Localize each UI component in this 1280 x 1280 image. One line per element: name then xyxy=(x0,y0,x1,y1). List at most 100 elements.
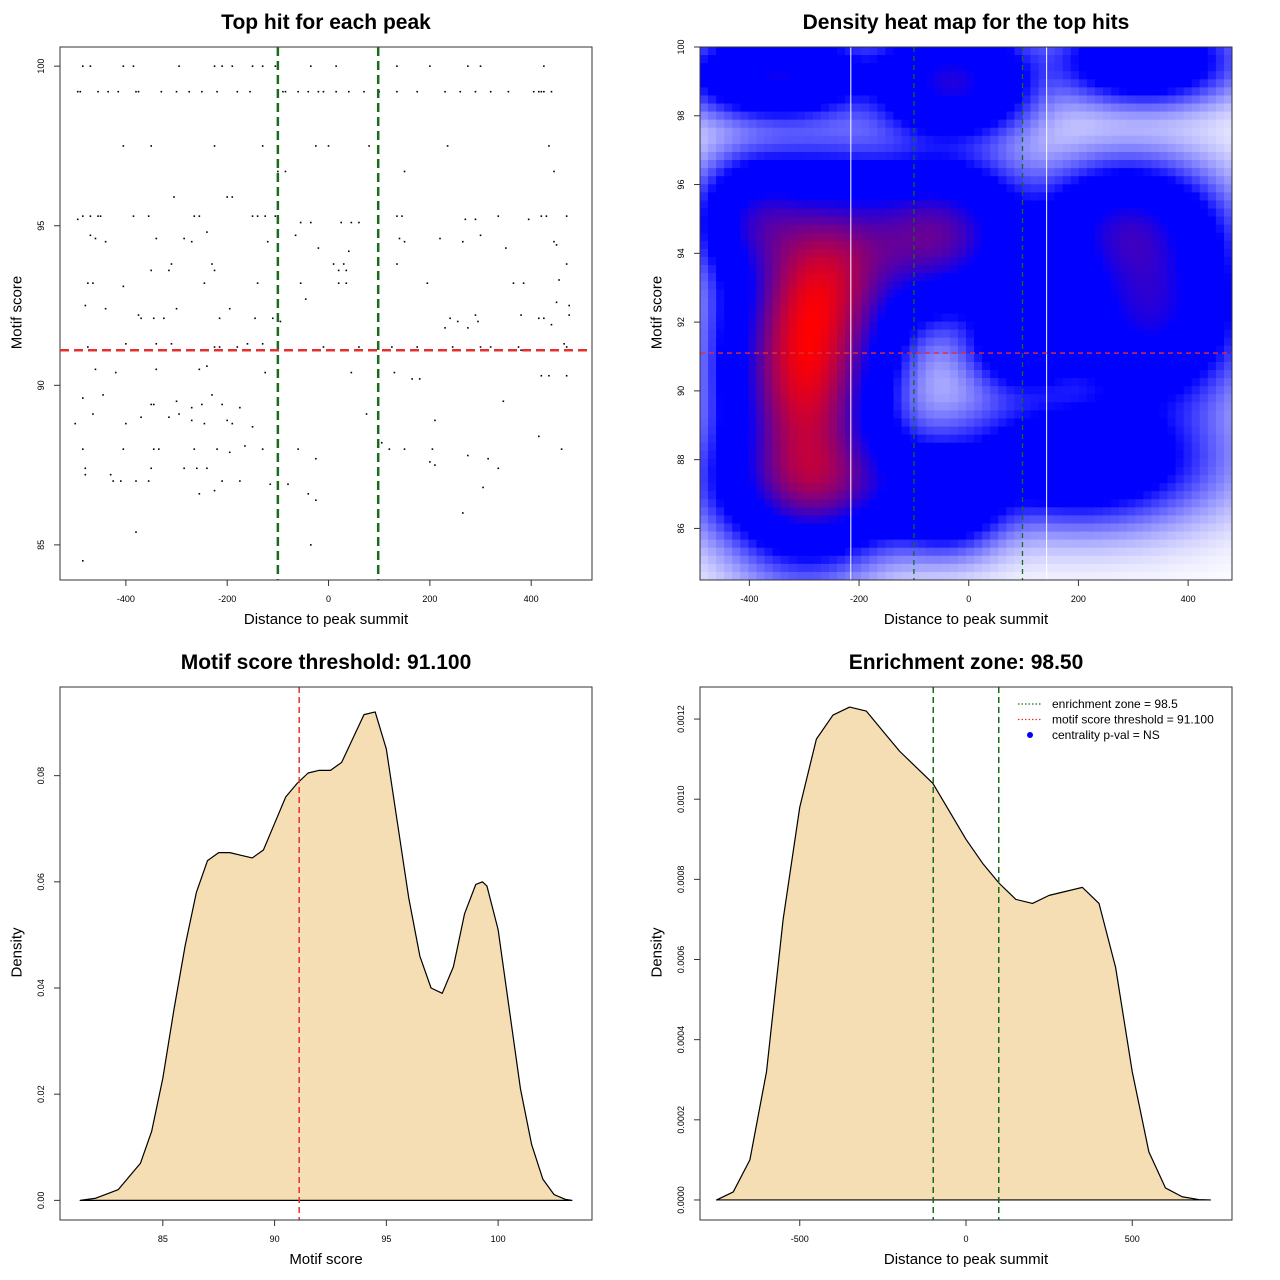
heatmap-cell xyxy=(780,184,790,193)
heatmap-cell xyxy=(998,256,1007,266)
heatmap-cell xyxy=(708,103,717,113)
heatmap-cell xyxy=(1199,515,1209,525)
heatmap-cell xyxy=(885,111,895,121)
heatmap-cell xyxy=(700,111,709,121)
heatmap-cell xyxy=(941,111,951,121)
heatmap-cell xyxy=(966,450,975,460)
heatmap-cell xyxy=(716,491,725,500)
heatmap-cell xyxy=(828,216,838,226)
heatmap-cell xyxy=(885,491,895,500)
heatmap-cell xyxy=(1183,232,1193,242)
heatmap-cell xyxy=(845,531,854,541)
heatmap-cell xyxy=(764,273,774,282)
heatmap-cell xyxy=(1014,491,1024,500)
heatmap-cell xyxy=(1191,345,1201,355)
heatmap-cell xyxy=(1143,563,1152,573)
heatmap-cell xyxy=(1127,402,1136,412)
heatmap-cell xyxy=(885,208,895,218)
heatmap-cell xyxy=(933,555,943,565)
heatmap-cell xyxy=(748,313,758,323)
heatmap-cell xyxy=(1086,289,1096,298)
heatmap-cell xyxy=(724,386,733,395)
heatmap-cell xyxy=(957,539,967,549)
heatmap-cell xyxy=(869,507,878,516)
heatmap-cell xyxy=(1078,63,1088,72)
scatter-point xyxy=(563,343,565,345)
heatmap-cell xyxy=(925,151,935,161)
heatmap-cell xyxy=(796,135,806,145)
heatmap-cell xyxy=(1143,571,1152,580)
heatmap-cell xyxy=(1199,507,1209,516)
heatmap-cell xyxy=(861,483,870,492)
heatmap-cell xyxy=(1127,353,1136,363)
heatmap-cell xyxy=(909,248,919,258)
heatmap-cell xyxy=(893,539,903,549)
scatter-xtick-label: 200 xyxy=(422,594,437,604)
heatmap-cell xyxy=(700,337,709,347)
heatmap-cell xyxy=(1078,103,1088,113)
heatmap-cell xyxy=(1183,176,1193,185)
scatter-point xyxy=(545,215,548,217)
heatmap-cell xyxy=(1070,79,1080,88)
heatmap-cell xyxy=(941,337,951,347)
heatmap-cell xyxy=(861,55,870,64)
heatmap-cell xyxy=(1143,450,1152,460)
heatmap-cell xyxy=(740,55,749,64)
heatmap-cell xyxy=(1006,378,1015,387)
heatmap-cell xyxy=(1078,563,1088,573)
scatter-point xyxy=(122,145,125,147)
heatmap-cell xyxy=(998,329,1007,339)
heatmap-cell xyxy=(724,507,733,516)
heatmap-cell xyxy=(1111,361,1120,371)
heatmap-cell xyxy=(756,95,766,105)
heatmap-cell xyxy=(780,265,790,274)
heatmap-cell xyxy=(837,103,846,113)
heatmap-cell xyxy=(724,151,733,161)
heatmap-cell xyxy=(716,539,725,549)
heatmap-cell xyxy=(877,313,886,323)
heatmap-cell xyxy=(1167,168,1177,177)
heatmap-cell xyxy=(925,192,935,202)
heatmap-cell xyxy=(1215,491,1225,500)
heatmap-cell xyxy=(796,248,806,258)
heatmap-cell xyxy=(1070,370,1080,379)
heatmap-cell xyxy=(853,475,862,484)
heatmap-cell xyxy=(724,200,733,210)
heatmap-cell xyxy=(1078,200,1088,210)
heatmap-cell xyxy=(708,160,717,169)
heatmap-cell xyxy=(869,515,878,525)
heatmap-cell xyxy=(1183,273,1193,282)
scatter-point xyxy=(198,493,201,495)
heatmap-cell xyxy=(861,160,870,169)
heatmap-cell xyxy=(1054,402,1064,412)
heatmap-cell xyxy=(804,184,814,193)
heatmap-cell xyxy=(877,531,886,541)
heatmap-cell xyxy=(724,426,733,436)
heatmap-cell xyxy=(925,135,935,145)
heatmap-cell xyxy=(716,192,725,202)
heatmap-cell xyxy=(828,63,838,72)
heatmap-cell xyxy=(853,216,862,226)
heatmap-cell xyxy=(1191,434,1201,444)
heatmap-cell xyxy=(1223,71,1232,80)
heatmap-cell xyxy=(1127,499,1136,508)
heatmap-cell xyxy=(1151,127,1161,137)
heatmap-cell xyxy=(788,305,798,315)
heatmap-cell xyxy=(1070,127,1080,137)
scatter-point xyxy=(505,247,507,249)
heatmap-cell xyxy=(1046,71,1056,80)
heatmap-cell xyxy=(700,410,709,420)
heatmap-cell xyxy=(820,297,830,307)
heatmap-cell xyxy=(982,531,991,541)
heatmap-cell xyxy=(1070,483,1080,492)
heatmap-cell xyxy=(708,313,717,323)
heatmap-cell xyxy=(708,418,717,428)
heatmap-cell xyxy=(1199,289,1209,298)
heatmap-cell xyxy=(957,515,967,525)
heatmap-cell xyxy=(1119,176,1128,185)
heatmap-cell xyxy=(1094,200,1104,210)
heatmap-cell xyxy=(748,103,758,113)
heatmap-cell xyxy=(966,160,975,169)
heatmap-cell xyxy=(820,507,830,516)
scatter-point xyxy=(175,400,178,403)
